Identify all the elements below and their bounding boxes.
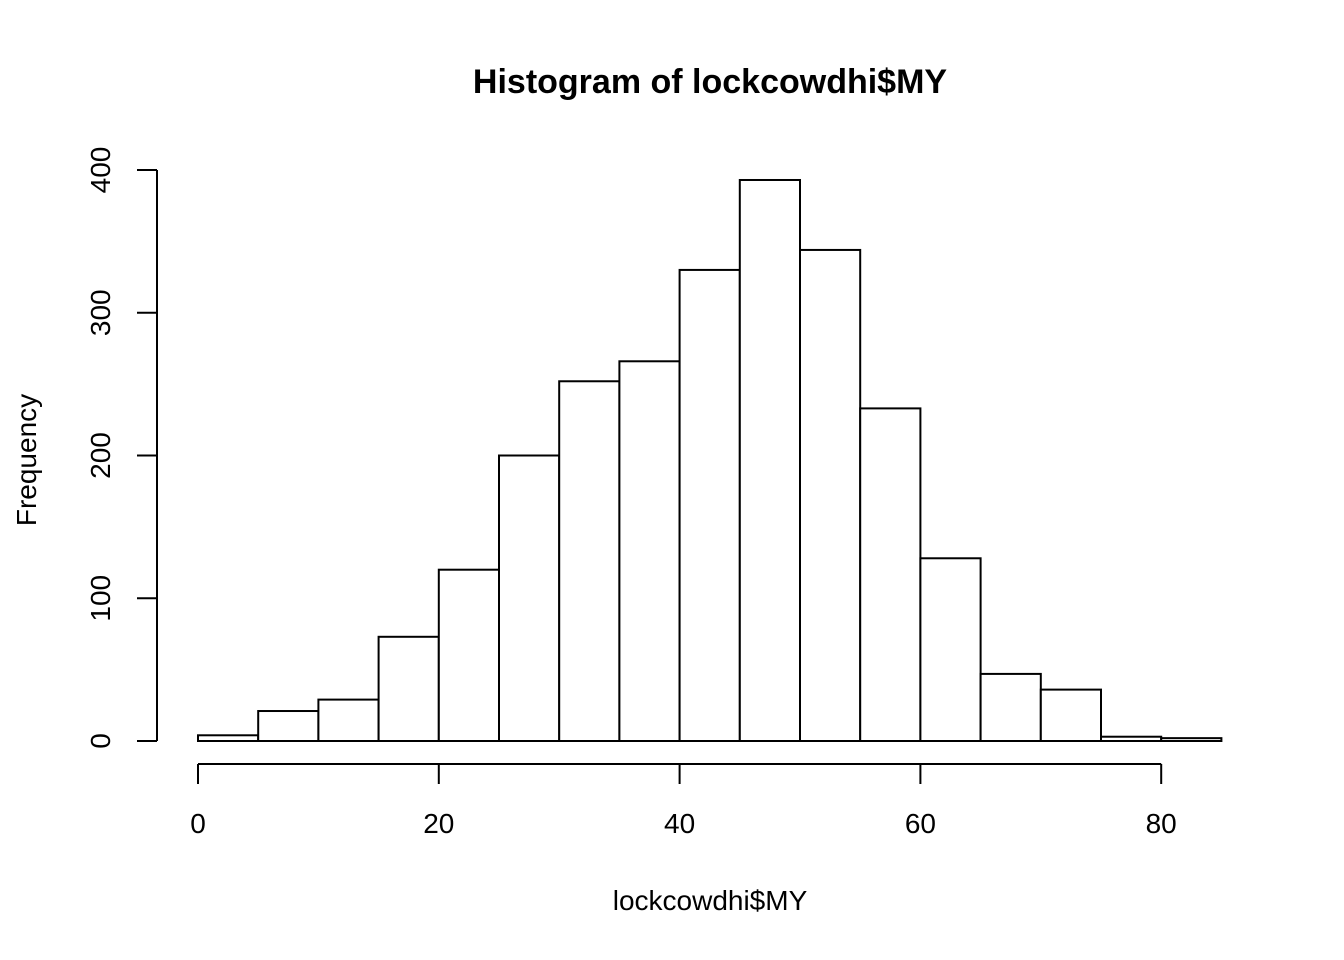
x-tick-label-40: 40 — [664, 808, 695, 839]
x-tick-label-80: 80 — [1146, 808, 1177, 839]
y-tick-label-100: 100 — [85, 575, 116, 622]
histogram-bar-5-10 — [257, 710, 320, 743]
x-tick-label-20: 20 — [423, 808, 454, 839]
y-tick-label-200: 200 — [85, 432, 116, 479]
histogram-bar-55-60 — [859, 407, 922, 742]
x-tick-label-60: 60 — [905, 808, 936, 839]
histogram-bar-35-40 — [618, 360, 681, 742]
y-tick-label-300: 300 — [85, 289, 116, 336]
bars-group — [197, 178, 1223, 743]
histogram-bar-50-55 — [799, 248, 862, 742]
histogram-bar-0-5 — [197, 734, 260, 742]
y-tick-label-0: 0 — [85, 733, 116, 749]
histogram-bar-60-65 — [919, 557, 982, 743]
y-tick-label-400: 400 — [85, 147, 116, 194]
x-axis-label: lockcowdhi$MY — [613, 885, 808, 916]
histogram-bar-45-50 — [738, 178, 801, 742]
histogram-bar-30-35 — [558, 380, 621, 742]
histogram-bar-15-20 — [377, 635, 440, 742]
histogram-bar-75-80 — [1100, 735, 1163, 743]
histogram-bar-65-70 — [979, 672, 1042, 742]
chart-title: Histogram of lockcowdhi$MY — [473, 63, 947, 101]
histogram-bar-80-85 — [1160, 737, 1223, 743]
x-tick-label-0: 0 — [190, 808, 206, 839]
histogram-bar-25-30 — [498, 454, 561, 742]
x-axis: 0 20 40 60 80 — [190, 763, 1177, 839]
histogram-bar-40-45 — [678, 268, 741, 742]
histogram-bar-20-25 — [437, 568, 500, 743]
y-axis-label: Frequency — [11, 394, 42, 526]
histogram-bar-70-75 — [1039, 688, 1103, 742]
histogram-bar-10-15 — [317, 698, 380, 742]
y-axis: 0 100 200 300 400 — [85, 147, 158, 749]
